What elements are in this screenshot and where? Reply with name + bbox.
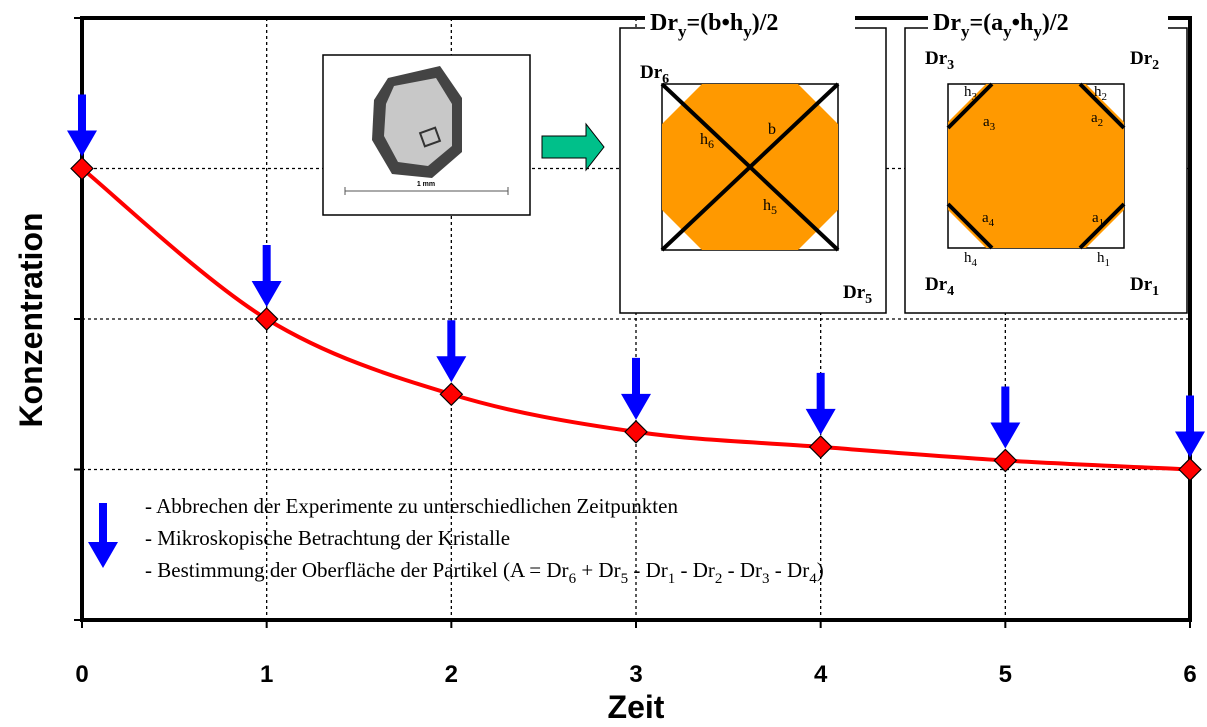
- stop-arrow: [990, 386, 1020, 448]
- crystal-core: [384, 78, 452, 166]
- chart: 0123456ZeitKonzentration1 mmDr6Dr5h6bh5D…: [0, 0, 1207, 727]
- text-part: Dr: [650, 10, 678, 36]
- subscript: 2: [1102, 91, 1108, 103]
- legend-text: - Mikroskopische Betrachtung der Kristal…: [145, 526, 510, 550]
- x-tick-label: 0: [75, 661, 88, 688]
- text-part: Dr: [933, 10, 961, 36]
- subscript: 2: [715, 571, 723, 587]
- subscript: 3: [972, 91, 978, 103]
- subscript: 3: [947, 58, 954, 73]
- subscript: 6: [662, 72, 669, 87]
- text-part: Dr: [1130, 274, 1153, 295]
- legend-arrow: [88, 503, 118, 568]
- stop-arrow: [806, 373, 836, 435]
- legend-text: - Abbrechen der Experimente zu unterschi…: [145, 494, 678, 518]
- text-part: h: [700, 131, 708, 148]
- x-tick-label: 1: [260, 661, 273, 688]
- text-part: - Bestimmung der Oberfläche der Partikel…: [145, 558, 569, 582]
- stop-arrow: [252, 245, 282, 307]
- subscript: 1: [1152, 284, 1159, 299]
- text-part: Dr: [925, 274, 948, 295]
- subscript: 4: [947, 284, 954, 299]
- subscript: 5: [865, 292, 872, 307]
- text-part: + Dr: [576, 558, 621, 582]
- process-arrow: [542, 124, 604, 170]
- text-part: - Dr: [628, 558, 668, 582]
- subscript: 2: [1098, 117, 1104, 129]
- text-part: - Dr: [675, 558, 715, 582]
- text-part: =(a: [969, 10, 1003, 36]
- subscript: 6: [708, 137, 714, 151]
- data-point: [1179, 459, 1201, 481]
- legend-text: - Bestimmung der Oberfläche der Partikel…: [145, 558, 824, 587]
- data-point: [810, 436, 832, 458]
- subscript: 1: [668, 571, 676, 587]
- text-part: Dr: [1130, 48, 1153, 69]
- x-axis-label: Zeit: [608, 689, 665, 725]
- subscript: 4: [989, 217, 995, 229]
- text-part: - Dr: [770, 558, 810, 582]
- text-part: Dr: [843, 282, 866, 303]
- text-part: •h: [1012, 10, 1034, 36]
- scale-label: 1 mm: [417, 181, 435, 188]
- subscript: 1: [1099, 217, 1105, 229]
- x-tick-label: 3: [629, 661, 642, 688]
- text-part: )/2: [1042, 10, 1069, 36]
- stop-arrow: [1175, 396, 1205, 458]
- text-part: b: [768, 121, 776, 138]
- text-part: - Abbrechen der Experimente zu unterschi…: [145, 494, 678, 518]
- text-part: Dr: [925, 48, 948, 69]
- subscript: 5: [771, 203, 777, 217]
- subscript: 3: [762, 571, 770, 587]
- text-part: )/2: [752, 10, 779, 36]
- text-part: ): [817, 558, 824, 582]
- stop-arrow: [436, 320, 466, 382]
- x-tick-label: 5: [999, 661, 1012, 688]
- text-part: - Dr: [722, 558, 762, 582]
- x-tick-label: 6: [1183, 661, 1196, 688]
- y-axis-label: Konzentration: [13, 212, 49, 427]
- stop-arrow: [67, 95, 97, 157]
- subscript: 1: [1105, 257, 1111, 269]
- text-part: - Mikroskopische Betrachtung der Kristal…: [145, 526, 510, 550]
- data-point: [440, 383, 462, 405]
- subscript: 5: [621, 571, 629, 587]
- data-point: [256, 308, 278, 330]
- x-tick-label: 2: [445, 661, 458, 688]
- text-part: h: [763, 197, 771, 214]
- data-point: [994, 449, 1016, 471]
- subscript: 3: [990, 121, 996, 133]
- stop-arrow: [621, 358, 651, 420]
- data-point: [625, 421, 647, 443]
- diagram-label: b: [768, 121, 776, 138]
- x-tick-label: 4: [814, 661, 828, 688]
- subscript: 4: [972, 257, 978, 269]
- subscript: 2: [1152, 58, 1159, 73]
- text-part: Dr: [640, 62, 663, 83]
- text-part: =(b•h: [686, 10, 743, 36]
